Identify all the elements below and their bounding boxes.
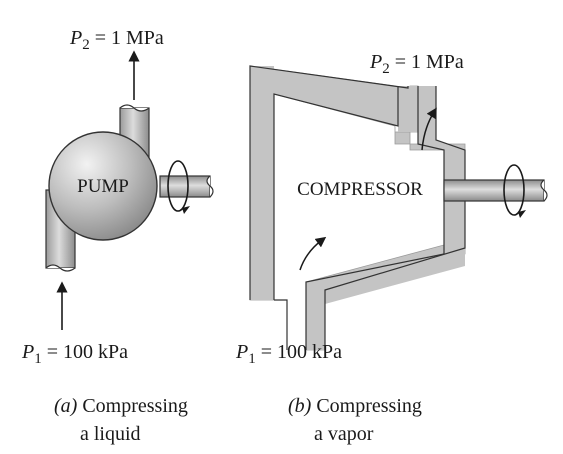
compressor-outlet-pressure: P2 = 1 MPa — [369, 51, 464, 77]
pump-outlet-pressure: P2 = 1 MPa — [69, 27, 164, 53]
pump-label: PUMP — [77, 176, 129, 197]
pump-caption-line1: (a) Compressing — [54, 395, 188, 417]
pump-body — [48, 131, 158, 241]
compressor-outlet-arrow — [421, 107, 437, 151]
compressor-assembly: COMPRESSOR P2 = 1 MPa P1 = 100 kPa (b) C… — [235, 51, 548, 445]
pump-assembly: PUMP P2 = 1 MPa P1 = 100 kPa (a) Compres… — [21, 27, 214, 445]
pump-shaft — [159, 175, 214, 198]
compressor-caption-line2: a vapor — [314, 423, 374, 445]
pump-inlet-pressure: P1 = 100 kPa — [21, 341, 128, 367]
compressor-label: COMPRESSOR — [297, 179, 423, 200]
compressor-caption-line1: (b) Compressing — [288, 395, 422, 417]
compressor-inlet-arrow — [299, 236, 327, 271]
compressor-rotation-icon — [503, 164, 526, 218]
compressor-shaft — [443, 179, 548, 202]
compressor-inlet-pressure: P1 = 100 kPa — [235, 341, 342, 367]
pump-caption-line2: a liquid — [80, 423, 141, 445]
pump-rotation-icon — [167, 160, 190, 214]
